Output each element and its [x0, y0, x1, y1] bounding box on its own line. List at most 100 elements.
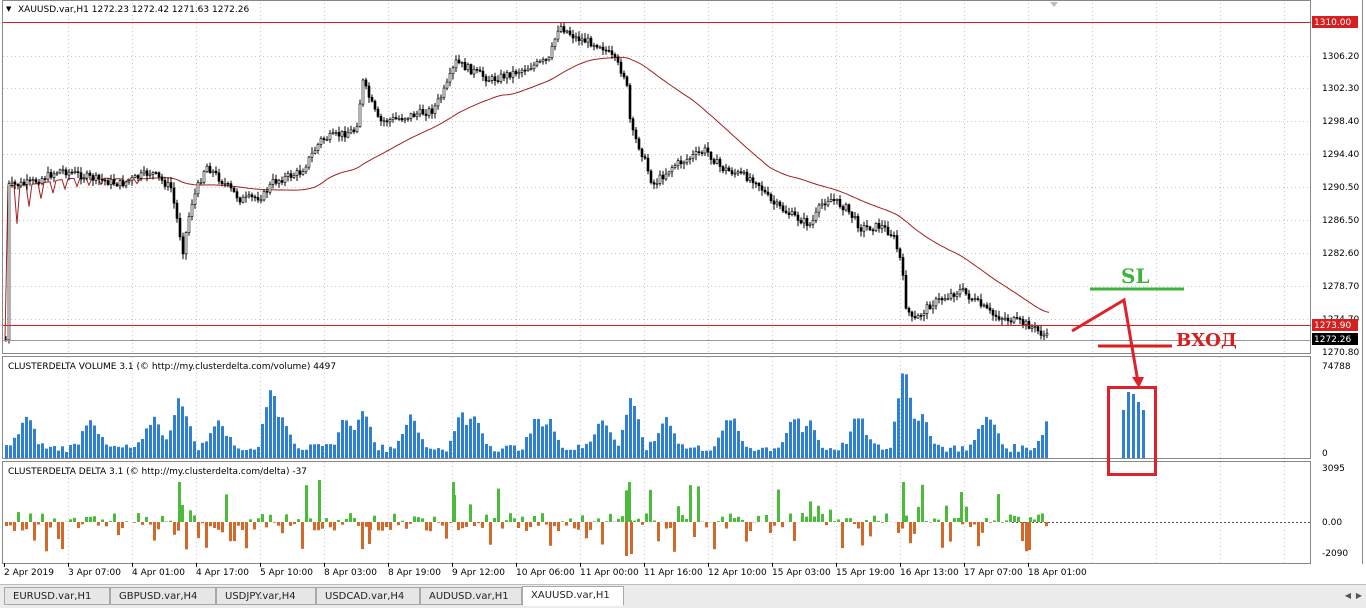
volume-bar: [517, 451, 520, 458]
volume-bar: [733, 419, 736, 458]
candle-body: [464, 62, 466, 70]
delta-bar: [169, 521, 172, 522]
price-label: 1302.30: [1322, 84, 1359, 94]
volume-bar: [949, 448, 952, 458]
tab-audusd[interactable]: AUDUSD.var,H1: [420, 587, 522, 605]
volume-bar: [881, 450, 884, 458]
candle-body: [992, 310, 994, 315]
candle-body: [584, 39, 586, 42]
volume-bar: [649, 442, 652, 458]
candle-body: [479, 70, 481, 71]
volume-bar: [725, 420, 728, 458]
tab-usdjpy[interactable]: USDJPY.var,H4: [216, 587, 316, 605]
delta-bar: [229, 522, 232, 541]
volume-bar: [825, 450, 828, 458]
delta-bar: [73, 518, 76, 522]
delta-bar: [329, 522, 332, 527]
candle-body: [632, 119, 634, 130]
volume-bar: [809, 420, 812, 458]
candle-body: [707, 148, 709, 152]
price-label-level: 1273.90: [1314, 321, 1351, 331]
delta-bar: [413, 516, 416, 522]
volume-bar: [249, 449, 252, 458]
candle-body: [53, 174, 55, 178]
candle-body: [785, 211, 787, 213]
delta-bar: [349, 513, 352, 522]
volume-bar: [433, 450, 436, 459]
volume-bar: [957, 452, 960, 459]
menu-glyph[interactable]: ▼: [6, 5, 12, 13]
delta-bar: [960, 492, 963, 522]
candle-body: [257, 197, 259, 200]
candle-body: [659, 175, 661, 183]
volume-indicator-title: CLUSTERDELTA VOLUME 3.1 (© http://my.clu…: [8, 362, 336, 372]
volume-bar: [901, 374, 904, 459]
delta-bar: [249, 519, 252, 522]
volume-bar: [137, 442, 140, 458]
candle-body: [662, 175, 664, 179]
volume-bar: [829, 448, 832, 458]
delta-bar: [737, 517, 740, 522]
volume-bar: [201, 443, 204, 458]
delta-bar: [677, 506, 680, 522]
volume-bar: [449, 441, 452, 458]
tab-gbpusd[interactable]: GBPUSD.var,H4: [110, 587, 216, 605]
delta-bar: [441, 522, 444, 526]
tab-xauusd[interactable]: XAUUSD.var,H1: [522, 586, 624, 606]
delta-bar: [517, 522, 520, 528]
volume-bar: [93, 426, 96, 459]
volume-bar: [885, 449, 888, 458]
tab-usdcad[interactable]: USDCAD.var,H4: [316, 587, 420, 605]
candle-body: [347, 133, 349, 137]
delta-bar: [549, 522, 552, 546]
candle-body: [248, 195, 250, 196]
volume-bar: [457, 417, 460, 458]
tab-scroll-right-icon[interactable]: ▶: [1354, 588, 1364, 604]
delta-axis-top: 3095: [1322, 464, 1345, 474]
delta-bar: [301, 522, 304, 549]
candle-body: [146, 171, 148, 176]
time-label: 11 Apr 00:00: [580, 568, 639, 578]
volume-bar: [945, 452, 948, 458]
delta-bar: [425, 522, 428, 531]
delta-bar: [433, 517, 436, 522]
candle-body: [596, 45, 598, 47]
delta-bar: [109, 521, 112, 522]
candle-body: [1007, 318, 1009, 321]
delta-bar: [178, 482, 181, 522]
delta-bar: [781, 522, 784, 527]
volume-bar: [357, 420, 360, 458]
candle-body: [755, 183, 757, 184]
volume-bar: [501, 449, 504, 459]
delta-bar: [33, 522, 36, 541]
volume-bar: [813, 430, 816, 458]
chart-window[interactable]: ▼ XAUUSD.var,H1 1272.23 1272.42 1271.63 …: [0, 0, 1366, 584]
candle-body: [857, 216, 859, 228]
candle-body: [236, 192, 238, 198]
candle-body: [893, 235, 895, 236]
candle-body: [686, 159, 688, 162]
candle-body: [44, 179, 46, 180]
delta-bar: [885, 514, 888, 523]
delta-bar: [941, 522, 944, 548]
candle-body: [407, 118, 409, 119]
tab-eurusd[interactable]: EURUSD.var,H1: [4, 587, 110, 605]
volume-bar: [25, 417, 28, 458]
delta-bar: [81, 522, 84, 524]
delta-bar: [1001, 522, 1004, 523]
candle-body: [152, 173, 154, 175]
delta-bar: [705, 522, 708, 527]
delta-bar: [501, 522, 504, 529]
delta-bar: [925, 521, 928, 522]
delta-bar: [269, 515, 272, 522]
price-panel[interactable]: [3, 1, 1311, 354]
volume-bar: [497, 452, 500, 458]
candle-body: [1010, 321, 1012, 322]
candle-body: [839, 199, 841, 206]
delta-bar: [849, 518, 852, 522]
tab-scroll-left-icon[interactable]: ◀: [1343, 588, 1353, 604]
candle-body: [737, 172, 739, 173]
candle-body: [143, 171, 145, 173]
volume-bar: [69, 445, 72, 458]
volume-bar: [369, 427, 372, 458]
